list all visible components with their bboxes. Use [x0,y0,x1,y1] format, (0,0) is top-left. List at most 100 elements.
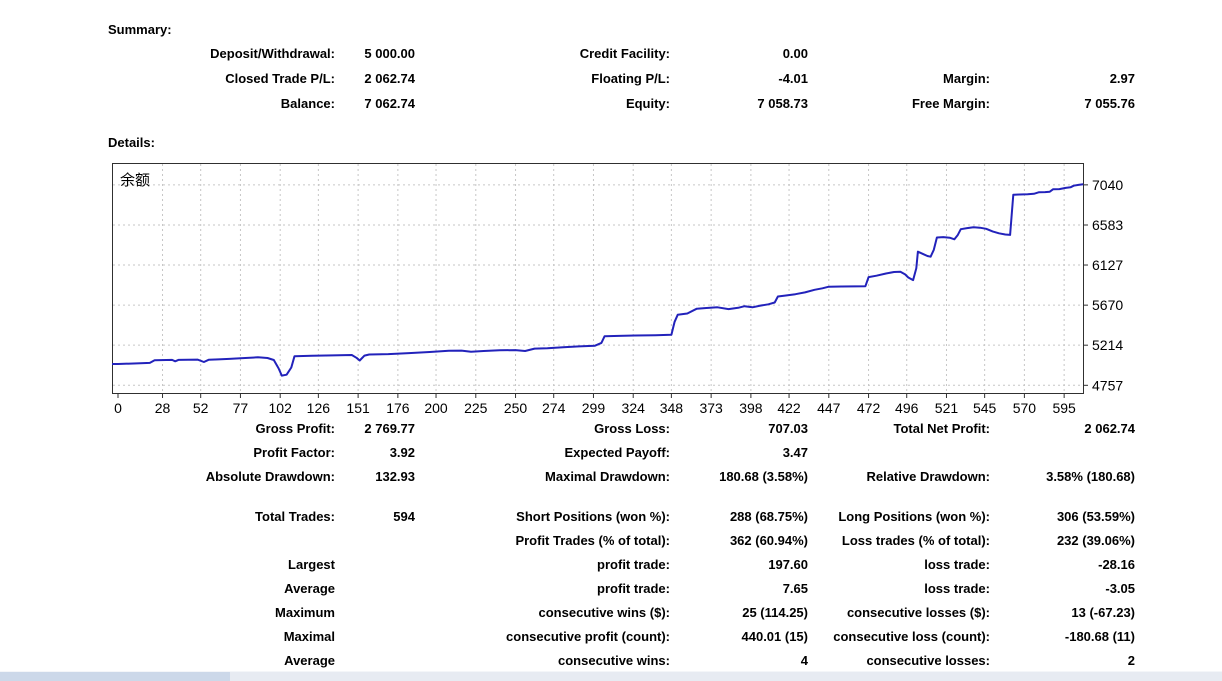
x-tick-label: 472 [857,400,881,416]
stat-label: consecutive wins ($): [538,604,670,620]
stat-label: consecutive profit (count): [506,628,670,644]
stat-value: 362 (60.94%) [729,532,808,548]
stat-label: consecutive losses ($): [846,604,990,620]
stats-row: Largest profit trade: 197.60 loss trade:… [108,552,1138,576]
summary-value: -4.01 [778,71,808,86]
stat-label: profit trade: [597,580,670,596]
summary-value: 7 055.76 [1084,96,1135,111]
summary-label: Margin: [943,71,990,86]
summary-label: Deposit/Withdrawal: [210,46,335,61]
stat-label: Short Positions (won %): [516,508,670,524]
stats-table: Gross Profit: 2 769.77 Gross Loss: 707.0… [108,416,1138,672]
summary-row: Deposit/Withdrawal: 5 000.00 Credit Faci… [108,41,1138,66]
x-tick-label: 545 [973,400,997,416]
stat-label: Loss trades (% of total): [841,532,990,548]
x-tick-label: 102 [269,400,293,416]
stat-label: Maximal [283,628,335,644]
x-tick-label: 225 [464,400,488,416]
summary-value: 2 062.74 [364,71,415,86]
stat-value: -28.16 [1098,556,1135,572]
stat-value: 3.58% (180.68) [1046,468,1135,484]
stat-label: Gross Loss: [594,420,670,436]
stat-label: Largest [288,556,335,572]
summary-label: Balance: [280,96,335,111]
summary-value: 0.00 [782,46,808,61]
scrollbar-thumb[interactable] [0,672,230,681]
stat-value: -180.68 (11) [1064,628,1135,644]
x-tick-label: 299 [582,400,606,416]
stat-label: loss trade: [924,556,990,572]
stat-value: 7.65 [782,580,808,596]
stat-value: -3.05 [1105,580,1135,596]
stat-label: consecutive wins: [558,652,670,668]
stat-value: 132.93 [375,468,415,484]
summary-title: Summary: [108,22,172,37]
y-tick-label: 7040 [1092,177,1123,193]
chart-series-label: 余额 [120,171,150,189]
stat-label: Absolute Drawdown: [205,468,335,484]
summary-value: 7 062.74 [364,96,415,111]
summary-label: Closed Trade P/L: [225,71,335,86]
x-tick-label: 52 [193,400,209,416]
x-tick-label: 496 [895,400,919,416]
stat-label: consecutive loss (count): [833,628,990,644]
stat-label: profit trade: [597,556,670,572]
stat-label: loss trade: [924,580,990,596]
x-tick-label: 77 [233,400,249,416]
x-tick-label: 176 [386,400,410,416]
y-tick-label: 4757 [1092,377,1123,393]
stat-value: 2 [1127,652,1135,668]
stat-value: 707.03 [768,420,808,436]
stat-value: 3.92 [389,444,415,460]
stat-value: 197.60 [768,556,808,572]
x-tick-label: 0 [114,400,122,416]
stat-value: 2 062.74 [1084,420,1135,436]
x-tick-label: 250 [504,400,528,416]
stat-label: consecutive losses: [866,652,990,668]
stats-row: Total Trades: 594 Short Positions (won %… [108,504,1138,528]
stat-label: Profit Trades (% of total): [515,532,670,548]
stat-value: 2 769.77 [364,420,415,436]
x-tick-label: 570 [1013,400,1037,416]
stats-row: Average consecutive wins: 4 consecutive … [108,648,1138,672]
chart-frame [112,163,1084,394]
x-tick-label: 422 [777,400,801,416]
summary-label: Credit Facility: [579,46,670,61]
stat-value: 180.68 (3.58%) [719,468,808,484]
stat-value: 594 [393,508,415,524]
stat-value: 440.01 (15) [741,628,809,644]
x-tick-label: 398 [739,400,763,416]
x-tick-label: 595 [1052,400,1076,416]
x-tick-label: 373 [699,400,723,416]
stat-label: Expected Payoff: [564,444,670,460]
stat-label: Average [284,580,335,596]
stat-value: 288 (68.75%) [729,508,808,524]
balance-line [112,183,1084,377]
stats-row: Average profit trade: 7.65 loss trade: -… [108,576,1138,600]
stat-label: Total Net Profit: [893,420,990,436]
stat-value: 3.47 [782,444,808,460]
summary-label: Free Margin: [911,96,990,111]
summary-table: Deposit/Withdrawal: 5 000.00 Credit Faci… [108,41,1138,116]
y-tick-label: 5214 [1092,337,1123,353]
stats-row: Gross Profit: 2 769.77 Gross Loss: 707.0… [108,416,1138,440]
stats-row: Absolute Drawdown: 132.93 Maximal Drawdo… [108,464,1138,488]
summary-label: Floating P/L: [591,71,670,86]
stats-row: Maximum consecutive wins ($): 25 (114.25… [108,600,1138,624]
summary-label: Equity: [625,96,670,111]
x-tick-label: 200 [424,400,448,416]
balance-chart: 0 28 52 77 102 126 151 176 200 225 250 274 299 324 348… [112,163,1142,418]
summary-value: 5 000.00 [364,46,415,61]
stat-value: 25 (114.25) [742,604,808,620]
balance-chart-svg: 0 28 52 77 102 126 151 176 200 225 250 274 299 324 348… [112,163,1123,416]
stat-value: 13 (-67.23) [1071,604,1135,620]
y-tick-label: 6127 [1092,257,1123,273]
stats-row: Profit Factor: 3.92 Expected Payoff: 3.4… [108,440,1138,464]
horizontal-scrollbar[interactable] [0,671,1222,681]
summary-value: 7 058.73 [757,96,808,111]
x-tick-label: 126 [307,400,331,416]
x-tick-label: 274 [542,400,566,416]
stat-value: 4 [800,652,808,668]
x-tick-label: 28 [155,400,171,416]
